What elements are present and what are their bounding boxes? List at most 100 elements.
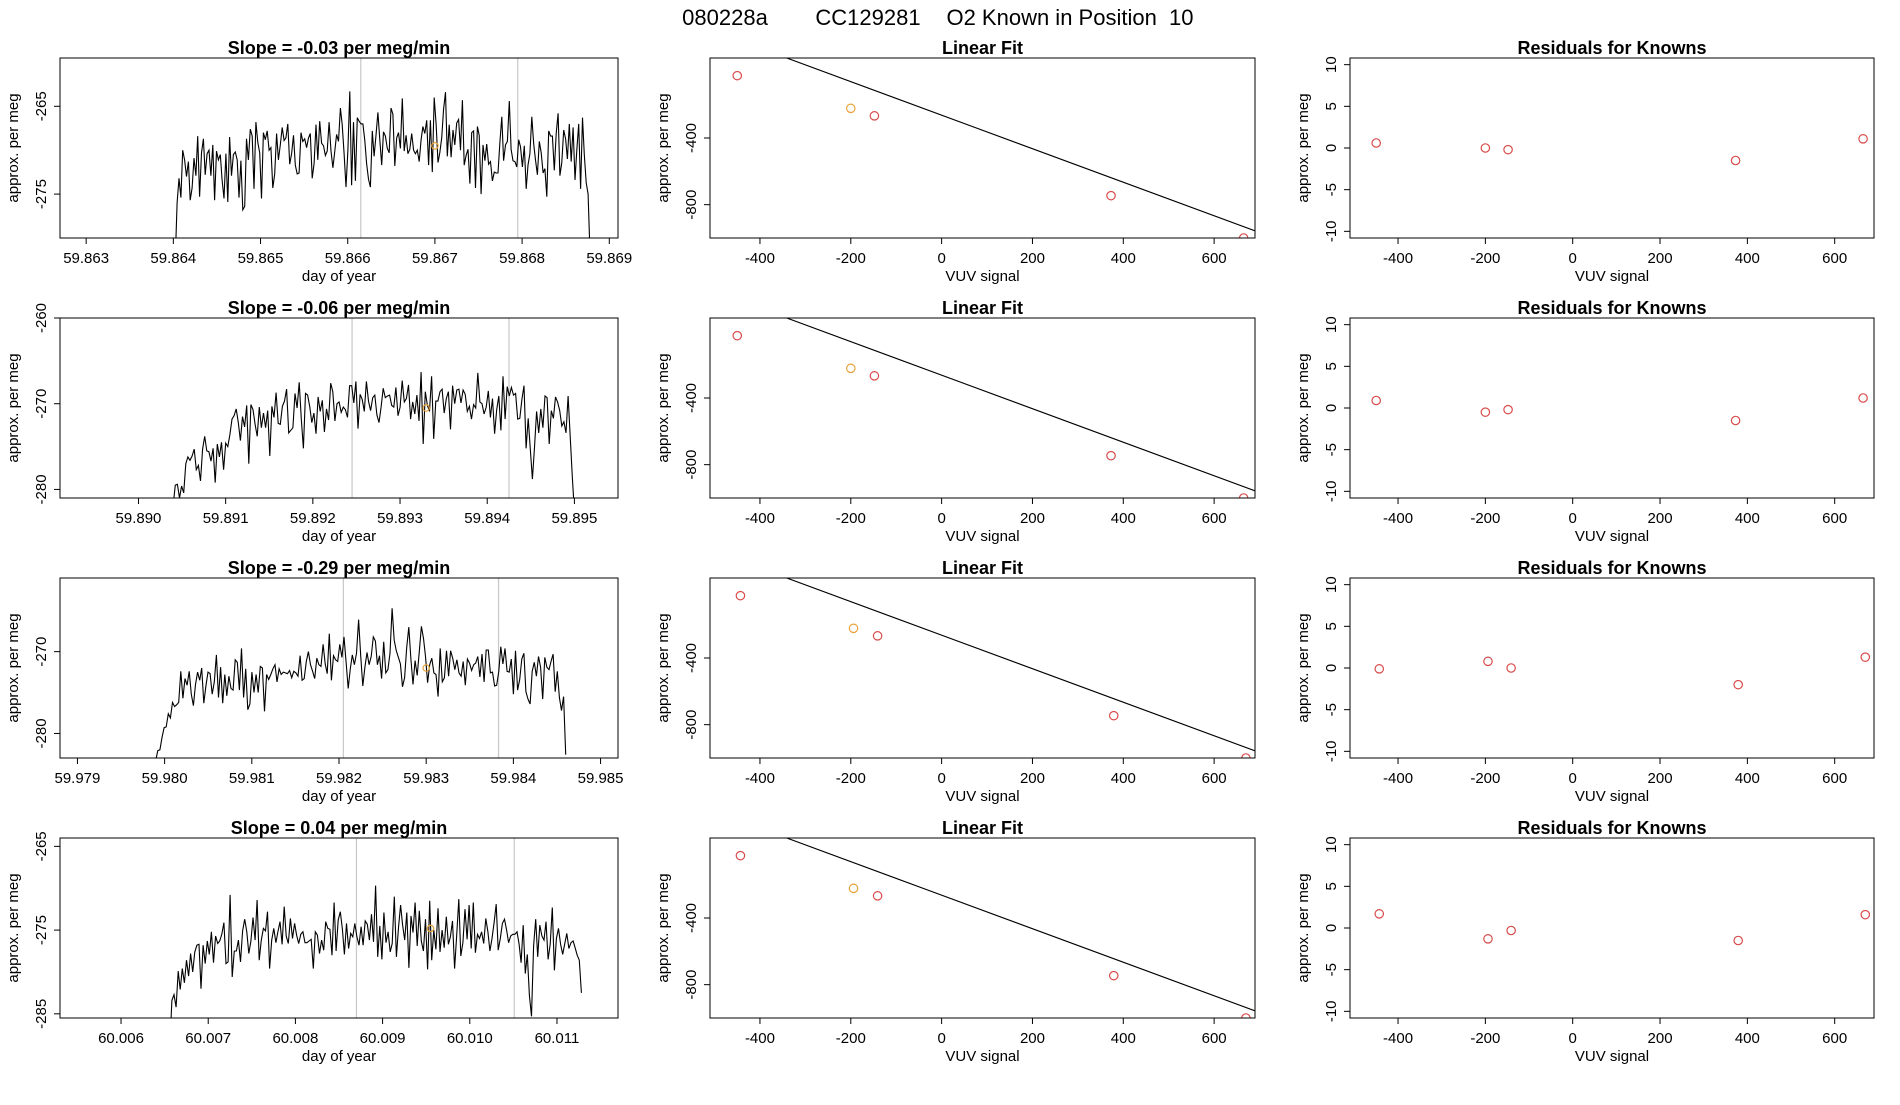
data-point xyxy=(1374,909,1385,919)
x-tick-label: 600 xyxy=(1822,770,1847,787)
plot-frame xyxy=(1349,837,1875,1019)
x-tick-label: 200 xyxy=(1020,770,1045,787)
x-tick-label: 59.980 xyxy=(142,770,188,787)
fit-line xyxy=(785,578,1255,752)
y-axis-label: approx. per meg xyxy=(655,93,672,202)
x-tick-label: -400 xyxy=(745,770,775,787)
data-point xyxy=(869,111,880,121)
x-tick-label: -400 xyxy=(1383,1030,1413,1047)
plot-frame xyxy=(59,577,619,759)
data-point xyxy=(1858,393,1868,403)
y-axis-label: approx. per meg xyxy=(655,613,672,722)
x-tick-label: 59.981 xyxy=(229,770,275,787)
x-tick-label: 400 xyxy=(1111,1030,1136,1047)
time-series-4: Slope = 0.04 per meg/min 60.006 60.007 60.0… xyxy=(5,818,619,1065)
x-tick-label: 0 xyxy=(1569,1030,1577,1047)
residuals-1: Residuals for Knowns -400 -200 0 200 400 600 10… xyxy=(1295,38,1875,285)
plot-frame xyxy=(1349,577,1875,759)
data-point xyxy=(1733,935,1743,946)
x-tick-label: 59.983 xyxy=(403,770,449,787)
plot-area xyxy=(732,318,1255,498)
y-tick-label: -5 xyxy=(1323,703,1340,716)
x-tick-label: 59.865 xyxy=(238,250,284,267)
x-tick-label: 200 xyxy=(1648,770,1673,787)
plot-frame xyxy=(59,57,619,239)
data-point xyxy=(872,891,883,901)
x-tick-label: 59.892 xyxy=(290,510,336,527)
y-tick-label: 10 xyxy=(1323,316,1340,333)
y-tick-label: -800 xyxy=(683,710,700,740)
data-point xyxy=(872,631,883,641)
x-tick-label: 400 xyxy=(1735,250,1760,267)
x-axis-label: VUV signal xyxy=(1575,528,1649,545)
x-tick-label: 59.893 xyxy=(377,510,423,527)
data-point xyxy=(1238,233,1249,238)
plot-area xyxy=(175,58,591,238)
x-tick-label: 200 xyxy=(1020,1030,1045,1047)
x-tick-label: 600 xyxy=(1822,510,1847,527)
y-tick-label: -10 xyxy=(1323,740,1340,762)
plot-area xyxy=(1371,134,1868,166)
panel-title: Residuals for Knowns xyxy=(1517,298,1706,318)
y-tick-label: -10 xyxy=(1323,480,1340,502)
plot-area xyxy=(1371,393,1868,426)
x-tick-label: 60.010 xyxy=(447,1030,493,1047)
plot-frame xyxy=(709,317,1256,499)
data-point xyxy=(1374,664,1385,674)
average-marker xyxy=(422,404,430,412)
x-tick-label: -200 xyxy=(1470,770,1500,787)
data-trace xyxy=(155,608,567,758)
y-tick-label: -270 xyxy=(33,389,50,419)
plot-area xyxy=(732,58,1255,238)
plot-area xyxy=(735,838,1255,1018)
x-tick-label: -200 xyxy=(1470,510,1500,527)
x-tick-label: 400 xyxy=(1111,510,1136,527)
data-point xyxy=(1480,143,1491,153)
y-tick-label: -275 xyxy=(33,179,50,209)
data-trace xyxy=(170,885,582,1018)
time-series-3: Slope = -0.29 per meg/min 59.979 59.980 59.… xyxy=(5,558,624,805)
panel-title: Residuals for Knowns xyxy=(1517,818,1706,838)
y-tick-label: -400 xyxy=(683,643,700,673)
data-point xyxy=(1860,652,1871,662)
x-tick-label: 600 xyxy=(1202,1030,1227,1047)
data-point xyxy=(1106,190,1116,201)
x-tick-label: -200 xyxy=(836,510,866,527)
x-tick-label: 0 xyxy=(937,510,945,527)
x-axis-label: VUV signal xyxy=(945,528,1019,545)
y-tick-label: -400 xyxy=(683,123,700,153)
data-point xyxy=(1503,404,1513,415)
data-point xyxy=(1858,134,1868,144)
x-tick-label: 59.894 xyxy=(464,510,510,527)
plot-area xyxy=(1374,909,1871,946)
y-axis-label: approx. per meg xyxy=(655,873,672,982)
panel-title: Linear Fit xyxy=(942,818,1023,838)
data-point xyxy=(1506,925,1516,936)
x-tick-label: 200 xyxy=(1648,250,1673,267)
y-tick-label: -260 xyxy=(33,303,50,333)
y-tick-label: -800 xyxy=(683,970,700,1000)
x-tick-label: -400 xyxy=(1383,510,1413,527)
y-tick-label: -10 xyxy=(1323,220,1340,242)
x-tick-label: -200 xyxy=(836,1030,866,1047)
y-axis-label: approx. per meg xyxy=(1295,93,1312,202)
panel-title: Slope = 0.04 per meg/min xyxy=(231,818,448,838)
x-tick-label: -200 xyxy=(1470,250,1500,267)
y-tick-label: 0 xyxy=(1323,404,1340,412)
x-tick-label: 59.891 xyxy=(203,510,249,527)
y-axis-label: approx. per meg xyxy=(5,873,22,982)
x-tick-label: 600 xyxy=(1202,510,1227,527)
x-tick-label: -200 xyxy=(836,250,866,267)
page-title-tank-id: CC129281 xyxy=(815,5,920,30)
y-tick-label: 5 xyxy=(1323,882,1340,890)
y-tick-label: 0 xyxy=(1323,144,1340,152)
y-tick-label: -400 xyxy=(683,903,700,933)
y-tick-label: -275 xyxy=(33,915,50,945)
plot-area xyxy=(173,318,575,498)
x-axis-label: VUV signal xyxy=(945,268,1019,285)
plot-frame xyxy=(59,317,619,499)
x-axis-label: day of year xyxy=(302,528,376,545)
plot-frame xyxy=(59,837,619,1019)
data-point xyxy=(735,850,746,861)
